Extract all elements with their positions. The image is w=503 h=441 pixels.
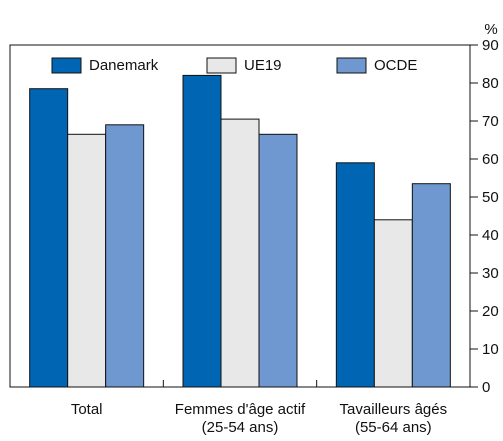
y-tick-label: 30 bbox=[482, 265, 499, 282]
y-tick-label: 80 bbox=[482, 75, 499, 92]
legend-label: OCDE bbox=[374, 57, 417, 74]
y-unit-label: % bbox=[484, 21, 497, 38]
y-tick-label: 60 bbox=[482, 151, 499, 168]
legend-swatch bbox=[336, 57, 367, 74]
bar bbox=[220, 118, 260, 388]
y-tick-label: 90 bbox=[482, 37, 499, 54]
y-tick-label: 10 bbox=[482, 341, 499, 358]
legend-swatch bbox=[206, 57, 237, 74]
y-tick-label: 20 bbox=[482, 303, 499, 320]
bar bbox=[105, 124, 145, 388]
legend-label: Danemark bbox=[89, 57, 159, 74]
x-tick-label: (25-54 ans) bbox=[202, 419, 279, 436]
y-tick-label: 40 bbox=[482, 227, 499, 244]
x-tick-label: Tavailleurs âgés bbox=[340, 401, 448, 418]
bar bbox=[29, 88, 69, 388]
x-tick-label: Femmes d'âge actif bbox=[175, 401, 306, 418]
x-tick-label: Total bbox=[71, 401, 103, 418]
legend-label: UE19 bbox=[244, 57, 282, 74]
bar bbox=[182, 74, 222, 388]
legend-swatch bbox=[51, 57, 82, 74]
bar bbox=[411, 183, 451, 388]
y-tick-label: 0 bbox=[482, 379, 490, 396]
x-tick-label: (55-64 ans) bbox=[355, 419, 432, 436]
y-tick-label: 70 bbox=[482, 113, 499, 130]
bar bbox=[258, 133, 298, 388]
bar bbox=[67, 133, 107, 388]
bar bbox=[335, 162, 375, 388]
plot-frame bbox=[9, 44, 471, 388]
bar bbox=[373, 219, 413, 388]
y-tick-label: 50 bbox=[482, 189, 499, 206]
